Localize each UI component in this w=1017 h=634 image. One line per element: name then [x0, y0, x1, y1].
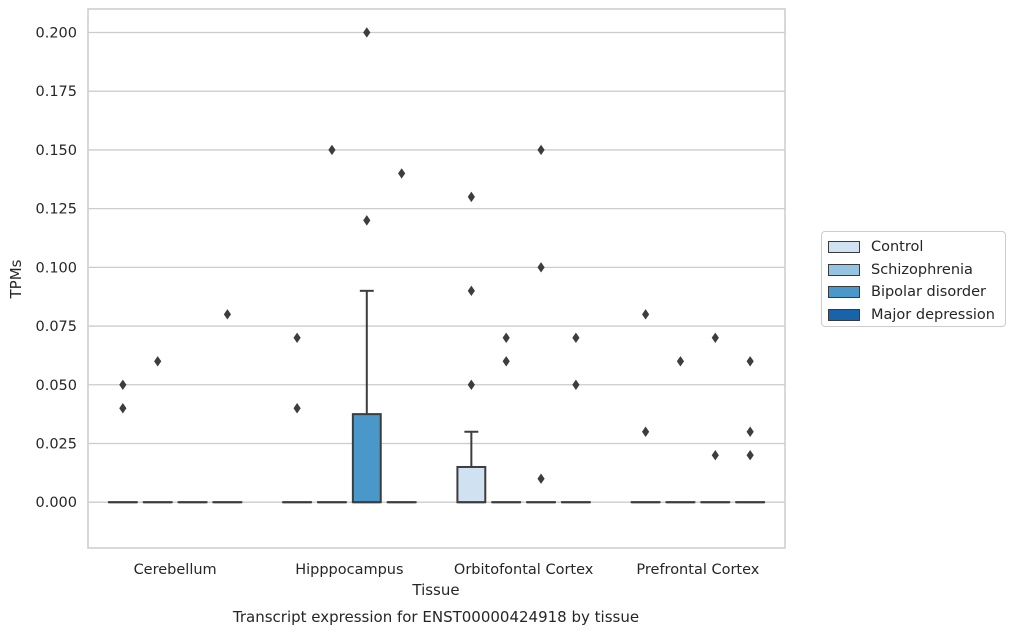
y-tick-label: 0.150 [35, 143, 77, 159]
outlier-point [119, 403, 127, 414]
legend-swatch [828, 263, 860, 276]
y-tick-label: 0.000 [35, 495, 77, 511]
box-bipolar-disorder [351, 289, 382, 504]
legend-label: Bipolar disorder [871, 284, 986, 301]
legend-item: Control [827, 236, 1005, 259]
x-tick-label: Prefrontal Cortex [636, 562, 759, 578]
legend-label: Control [871, 239, 924, 256]
x-tick-label: Cerebellum [134, 562, 217, 578]
outlier-markers [119, 27, 754, 484]
chart-title: Transcript expression for ENST0000042491… [232, 608, 639, 626]
outlier-point [711, 332, 719, 344]
outlier-point [642, 426, 650, 437]
outlier-point [676, 356, 685, 367]
legend-swatch [828, 308, 860, 321]
outlier-point [537, 262, 545, 273]
outlier-point [467, 191, 475, 203]
outlier-point [642, 309, 650, 320]
outlier-point [293, 403, 301, 414]
y-tick-label: 0.175 [35, 84, 77, 100]
y-gridlines [88, 31, 785, 503]
outlier-point [223, 309, 231, 320]
outlier-point [537, 144, 545, 156]
x-tick-label: Hipppocampus [295, 562, 403, 578]
outlier-point [328, 144, 336, 156]
box-iqr [456, 465, 487, 504]
box-control [456, 430, 487, 504]
y-tick-label: 0.050 [35, 378, 77, 394]
x-tick-label: Orbitofontal Cortex [454, 562, 594, 578]
legend-item: Bipolar disorder [827, 281, 1005, 304]
y-axis-label: TPMs [7, 259, 25, 299]
legend-swatch [828, 286, 860, 299]
box-iqr [351, 413, 382, 504]
outlier-point [398, 168, 406, 179]
outlier-point [154, 356, 162, 367]
y-tick-label: 0.025 [35, 436, 77, 452]
outlier-point [467, 379, 475, 390]
legend-label: Major depression [871, 306, 995, 323]
legend-item: Major depression [827, 304, 1005, 327]
y-tick-label: 0.200 [35, 25, 77, 41]
legend-swatch [828, 241, 860, 254]
outlier-point [537, 473, 545, 484]
legend-label: Schizophrenia [871, 261, 973, 278]
outlier-point [363, 27, 371, 38]
box-groups [107, 289, 766, 504]
outlier-point [746, 450, 754, 461]
outlier-point [746, 426, 754, 437]
outlier-point [572, 379, 580, 390]
outlier-point [711, 450, 719, 461]
x-tick-labels: Cerebellum Hipppocampus Orbitofontal Corte… [134, 562, 760, 578]
outlier-point [572, 332, 580, 344]
legend: Control Schizophrenia Bipolar disorder Majo… [821, 231, 1006, 327]
outlier-point [502, 332, 510, 344]
outlier-point [119, 379, 127, 390]
x-axis-label: Tissue [411, 581, 459, 599]
outlier-point [363, 215, 371, 226]
outlier-point [467, 285, 475, 297]
legend-item: Schizophrenia [827, 259, 1005, 282]
plot-area-frame [87, 8, 786, 549]
y-tick-label: 0.125 [35, 202, 77, 218]
y-tick-label: 0.075 [35, 319, 77, 335]
outlier-point [293, 332, 301, 344]
y-tick-labels: 0.000 0.025 0.050 0.075 0.100 0.125 0.150 0.175… [35, 25, 77, 511]
outlier-point [502, 356, 510, 367]
y-tick-label: 0.100 [35, 260, 77, 276]
outlier-point [746, 356, 754, 367]
